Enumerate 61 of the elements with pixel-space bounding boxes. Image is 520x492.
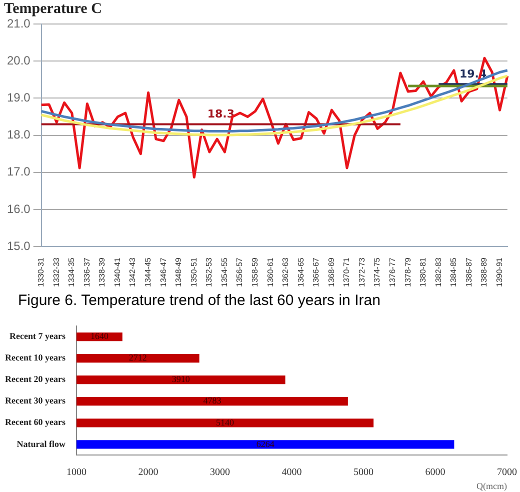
y-tick-label: 19.0 — [6, 90, 31, 105]
x-tick-label: 1340-41 — [112, 257, 122, 287]
x-tick-label: 1376-77 — [388, 257, 397, 287]
x-tick-label: 1380-81 — [418, 257, 428, 287]
x-tick-label: 1350-51 — [189, 257, 198, 287]
x-tick-label: 2000 — [138, 466, 158, 478]
x-tick-label: 1384-85 — [449, 257, 458, 287]
data-label: 2712 — [128, 352, 147, 363]
data-label: 4783 — [203, 396, 222, 406]
x-tick-label: 1374-75 — [372, 257, 382, 287]
y-tick-label: 17.0 — [6, 164, 31, 179]
x-tick-label: 1348-49 — [174, 257, 184, 287]
data-label: 1640 — [90, 331, 109, 342]
x-tick-label: 1364-65 — [296, 257, 306, 287]
series-label: 18.3 — [207, 108, 234, 121]
x-tick-label: 1358-59 — [250, 257, 260, 287]
y-tick-label: Recent 60 years — [4, 417, 66, 428]
y-tick-label: Recent 20 years — [4, 374, 66, 384]
x-tick-label: 6000 — [425, 466, 446, 478]
x-tick-label: 1338-39 — [98, 257, 107, 287]
y-tick-label: 21.0 — [6, 16, 31, 30]
x-tick-label: 1372-73 — [357, 257, 366, 287]
y-tick-label: Natural flow — [16, 438, 66, 449]
x-tick-label: 1388-89 — [480, 257, 489, 287]
data-label: 5140 — [216, 417, 235, 428]
y-tick-label: 15.0 — [6, 238, 31, 253]
x-tick-label: 7000 — [497, 466, 517, 478]
x-tick-label: 1346-47 — [158, 257, 168, 287]
x-tick-label: 1378-79 — [403, 257, 412, 287]
x-tick-label: 1362-63 — [281, 257, 290, 287]
x-tick-label: 1334-35 — [67, 257, 76, 287]
x-tick-label: 1360-61 — [266, 257, 275, 287]
y-tick-label: Recent 7 years — [9, 331, 66, 342]
y-tick-label: 16.0 — [6, 202, 31, 216]
x-tick-label: 1330-31 — [36, 257, 46, 287]
data-label: 3910 — [172, 374, 190, 384]
x-tick-label: 3000 — [210, 466, 230, 478]
x-tick-label: 1382-83 — [434, 257, 443, 287]
x-tick-label: 1390-91 — [494, 257, 504, 287]
x-tick-label: 4000 — [282, 466, 302, 478]
data-label: 6264 — [256, 438, 275, 449]
x-axis-title: Q(mcm) — [476, 480, 507, 491]
x-tick-label: 1386-87 — [464, 257, 474, 287]
x-tick-label: 1000 — [66, 466, 86, 478]
y-tick-label: 20.0 — [6, 53, 31, 68]
x-tick-label: 1354-55 — [220, 257, 229, 287]
y-tick-label: Recent 30 years — [4, 396, 66, 406]
x-tick-label: 1368-69 — [326, 257, 336, 287]
x-tick-label: 1370-71 — [342, 257, 352, 287]
x-tick-label: 1366-67 — [312, 257, 321, 287]
x-tick-label: 1352-53 — [204, 257, 214, 287]
y-tick-label: Recent 10 years — [4, 352, 66, 363]
caption: Figure 6. Temperature trend of the last 60 years in Iran — [17, 291, 382, 311]
chart-title: Temperature C — [4, 0, 102, 17]
x-tick-label: 1342-43 — [128, 257, 138, 287]
y-tick-label: 18.0 — [6, 128, 31, 142]
x-tick-label: 5000 — [353, 466, 374, 478]
x-tick-label: 1344-45 — [144, 257, 153, 287]
x-tick-label: 1336-37 — [82, 257, 92, 287]
x-tick-label: 1332-33 — [52, 257, 61, 287]
x-tick-label: 1356-57 — [235, 257, 244, 287]
